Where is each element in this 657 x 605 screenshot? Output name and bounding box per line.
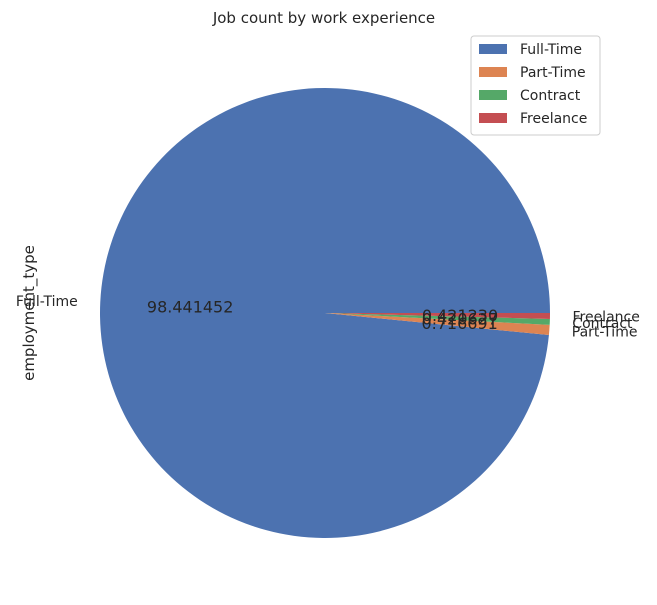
value-label-part-time: 0.716691 — [421, 314, 497, 333]
legend-frame — [470, 35, 601, 136]
legend-swatch-part-time — [479, 67, 507, 77]
slice-label-part-time: Part-Time — [572, 325, 638, 341]
legend-label-full-time: Full-Time — [520, 42, 582, 58]
legend-swatch-full-time — [479, 44, 507, 54]
legend: Full-Time Part-Time Contract Freelance — [470, 35, 601, 136]
value-label-freelance: 0.421230 — [422, 306, 498, 325]
pie-slices — [100, 88, 551, 539]
slice-part-time — [325, 313, 550, 335]
legend-label-part-time: Part-Time — [520, 65, 586, 81]
y-axis-label: employment_type — [20, 245, 39, 381]
chart-title: Job count by work experience — [212, 9, 435, 27]
value-label-contract: 0.420627 — [422, 309, 498, 328]
slice-label-full-time: Full-Time — [16, 294, 78, 310]
slice-full-time — [100, 88, 551, 539]
legend-swatch-freelance — [479, 113, 507, 123]
legend-label-contract: Contract — [520, 88, 581, 104]
legend-label-freelance: Freelance — [520, 111, 587, 127]
legend-swatch-contract — [479, 90, 507, 100]
value-label-full-time: 98.441452 — [147, 297, 234, 316]
slice-label-contract: Contract — [572, 316, 633, 332]
slice-contract — [325, 313, 550, 325]
slice-freelance — [325, 313, 550, 319]
slice-label-freelance: Freelance — [572, 309, 639, 325]
